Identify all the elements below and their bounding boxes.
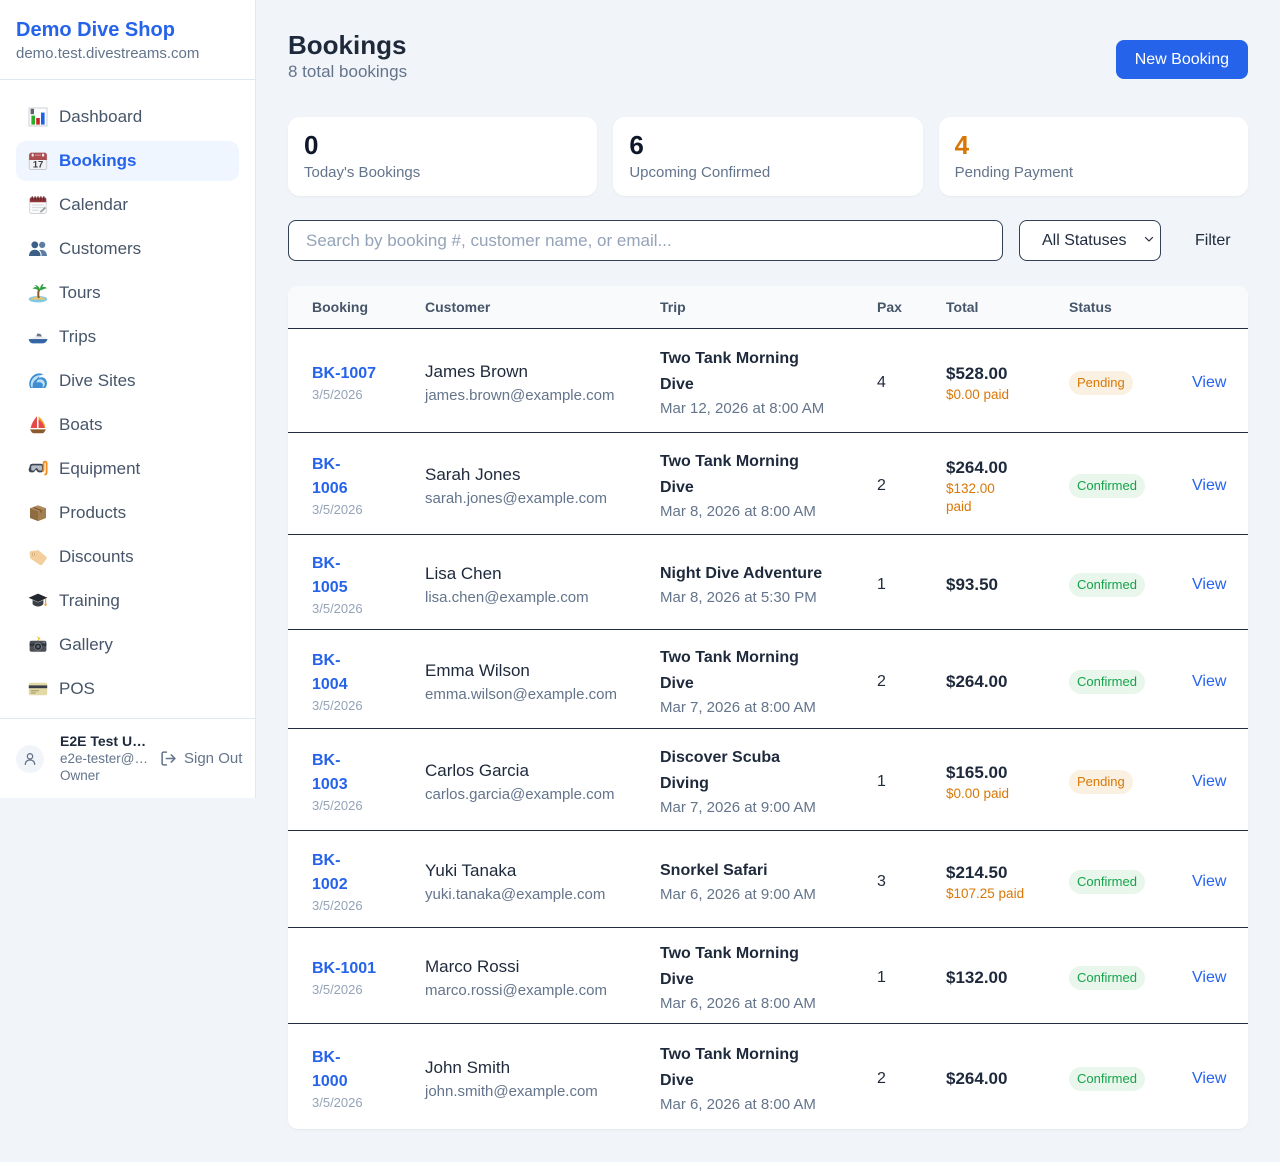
svg-text:17: 17 xyxy=(33,160,44,171)
